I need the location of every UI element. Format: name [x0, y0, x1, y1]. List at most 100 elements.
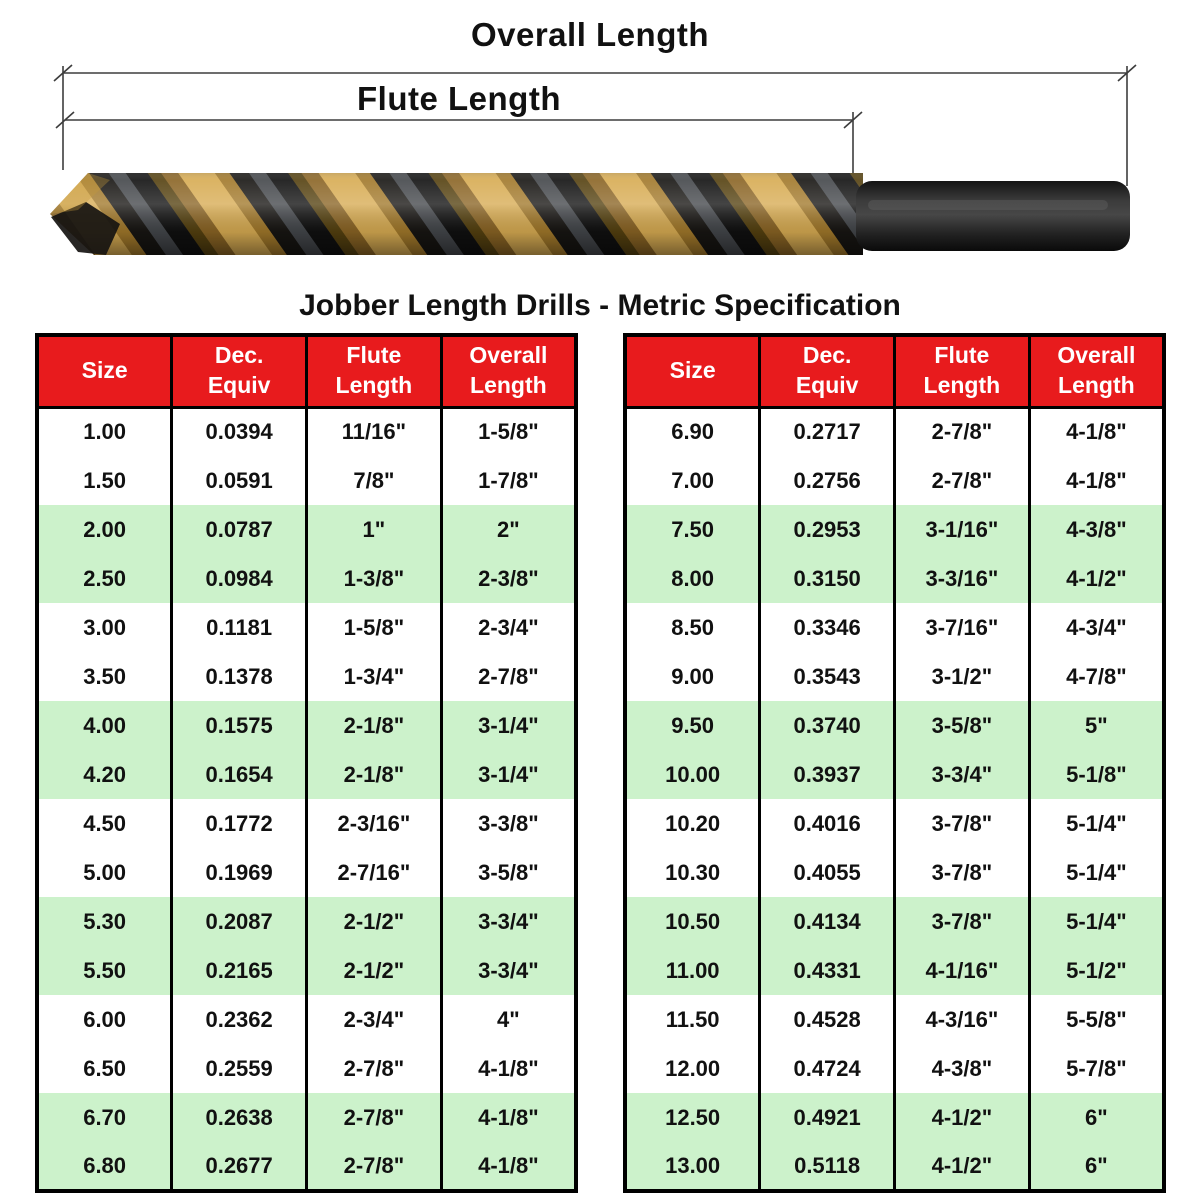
- table-cell: 12.00: [623, 1044, 762, 1093]
- table-cell: 3-7/8": [893, 897, 1031, 946]
- table-cell: 2-3/4": [305, 995, 443, 1044]
- column-header: Overall Length: [1027, 333, 1166, 409]
- table-cell: 1.00: [35, 407, 174, 456]
- table-cell: 4-3/16": [893, 995, 1031, 1044]
- table-cell: 0.4528: [758, 995, 896, 1044]
- table-cell: 2": [439, 505, 578, 554]
- overall-length-label: Overall Length: [470, 16, 710, 53]
- table-cell: 9.50: [623, 701, 762, 750]
- table-cell: 2.50: [35, 554, 174, 603]
- table-row: 10.20 0.4016 3-7/8" 5-1/4": [623, 799, 1166, 848]
- table-cell: 6": [1027, 1142, 1166, 1191]
- table-cell: 5-1/2": [1027, 946, 1166, 995]
- table-cell: 0.2362: [170, 995, 308, 1044]
- column-header: Dec. Equiv: [170, 333, 308, 409]
- table-row: 4.20 0.1654 2-1/8" 3-1/4": [35, 750, 578, 799]
- table-cell: 9.00: [623, 652, 762, 701]
- header-row: Size Dec. Equiv Flute Length Overall Length: [623, 333, 1166, 409]
- table-cell: 5-1/4": [1027, 848, 1166, 897]
- column-header: Dec. Equiv: [758, 333, 896, 409]
- table-cell: 2-7/8": [305, 1044, 443, 1093]
- table-cell: 2-7/8": [893, 407, 1031, 456]
- table-cell: 4-1/2": [893, 1142, 1031, 1191]
- table-row: 11.50 0.4528 4-3/16" 5-5/8": [623, 995, 1166, 1044]
- table-cell: 4-1/8": [439, 1142, 578, 1191]
- table-cell: 0.3937: [758, 750, 896, 799]
- table-cell: 3-7/16": [893, 603, 1031, 652]
- table-row: 6.80 0.2677 2-7/8" 4-1/8": [35, 1142, 578, 1191]
- table-cell: 3-1/2": [893, 652, 1031, 701]
- table-row: 2.00 0.0787 1" 2": [35, 505, 578, 554]
- table-cell: 6.00: [35, 995, 174, 1044]
- spec-table-left: Size Dec. Equiv Flute Length Overall Length…: [35, 333, 578, 1193]
- table-cell: 2-7/8": [439, 652, 578, 701]
- table-cell: 7/8": [305, 456, 443, 505]
- table-cell: 0.2165: [170, 946, 308, 995]
- table-cell: 2-3/8": [439, 554, 578, 603]
- table-cell: 0.1969: [170, 848, 308, 897]
- table-cell: 4.20: [35, 750, 174, 799]
- table-cell: 0.1181: [170, 603, 308, 652]
- header-row: Size Dec. Equiv Flute Length Overall Length: [35, 333, 578, 409]
- table-cell: 0.4055: [758, 848, 896, 897]
- table-cell: 3-3/4": [893, 750, 1031, 799]
- table-row: 13.00 0.5118 4-1/2" 6": [623, 1142, 1166, 1191]
- table-row: 9.50 0.3740 3-5/8" 5": [623, 701, 1166, 750]
- table-cell: 3-1/4": [439, 701, 578, 750]
- table-cell: 3-1/4": [439, 750, 578, 799]
- table-cell: 5-7/8": [1027, 1044, 1166, 1093]
- table-cell: 8.00: [623, 554, 762, 603]
- table-cell: 3-7/8": [893, 848, 1031, 897]
- table-cell: 2-7/8": [305, 1093, 443, 1142]
- table-cell: 10.30: [623, 848, 762, 897]
- table-cell: 0.3543: [758, 652, 896, 701]
- table-cell: 1-5/8": [439, 407, 578, 456]
- table-cell: 6.50: [35, 1044, 174, 1093]
- table-cell: 0.2717: [758, 407, 896, 456]
- table-cell: 7.50: [623, 505, 762, 554]
- table-row: 8.50 0.3346 3-7/16" 4-3/4": [623, 603, 1166, 652]
- table-row: 12.50 0.4921 4-1/2" 6": [623, 1093, 1166, 1142]
- table-cell: 11/16": [305, 407, 443, 456]
- table-row: 5.30 0.2087 2-1/2" 3-3/4": [35, 897, 578, 946]
- table-cell: 0.0591: [170, 456, 308, 505]
- table-row: 11.00 0.4331 4-1/16" 5-1/2": [623, 946, 1166, 995]
- table-cell: 6.90: [623, 407, 762, 456]
- table-cell: 11.00: [623, 946, 762, 995]
- table-row: 5.50 0.2165 2-1/2" 3-3/4": [35, 946, 578, 995]
- table-cell: 1": [305, 505, 443, 554]
- table-cell: 10.00: [623, 750, 762, 799]
- table-row: 10.50 0.4134 3-7/8" 5-1/4": [623, 897, 1166, 946]
- table-cell: 2-3/16": [305, 799, 443, 848]
- table-cell: 4-1/8": [1027, 456, 1166, 505]
- table-cell: 10.50: [623, 897, 762, 946]
- table-cell: 13.00: [623, 1142, 762, 1191]
- drill-bit-image: [50, 173, 1130, 255]
- table-cell: 0.2953: [758, 505, 896, 554]
- table-cell: 4-3/8": [893, 1044, 1031, 1093]
- table-row: 6.50 0.2559 2-7/8" 4-1/8": [35, 1044, 578, 1093]
- table-cell: 3-3/16": [893, 554, 1031, 603]
- table-cell: 0.2677: [170, 1142, 308, 1191]
- table-cell: 0.1575: [170, 701, 308, 750]
- table-cell: 0.3740: [758, 701, 896, 750]
- table-cell: 3-1/16": [893, 505, 1031, 554]
- table-cell: 3.50: [35, 652, 174, 701]
- table-cell: 0.4331: [758, 946, 896, 995]
- table-cell: 1-3/8": [305, 554, 443, 603]
- table-cell: 4.00: [35, 701, 174, 750]
- table-cell: 4-3/8": [1027, 505, 1166, 554]
- table-row: 5.00 0.1969 2-7/16" 3-5/8": [35, 848, 578, 897]
- table-cell: 0.1772: [170, 799, 308, 848]
- table-cell: 2-1/8": [305, 701, 443, 750]
- table-cell: 5-5/8": [1027, 995, 1166, 1044]
- table-cell: 0.1654: [170, 750, 308, 799]
- table-cell: 5.30: [35, 897, 174, 946]
- table-row: 6.70 0.2638 2-7/8" 4-1/8": [35, 1093, 578, 1142]
- table-title: Jobber Length Drills - Metric Specificat…: [299, 289, 901, 322]
- table-row: 8.00 0.3150 3-3/16" 4-1/2": [623, 554, 1166, 603]
- table-row: 10.00 0.3937 3-3/4" 5-1/8": [623, 750, 1166, 799]
- drill-shank: [856, 181, 1130, 251]
- table-row: 9.00 0.3543 3-1/2" 4-7/8": [623, 652, 1166, 701]
- table-cell: 0.4016: [758, 799, 896, 848]
